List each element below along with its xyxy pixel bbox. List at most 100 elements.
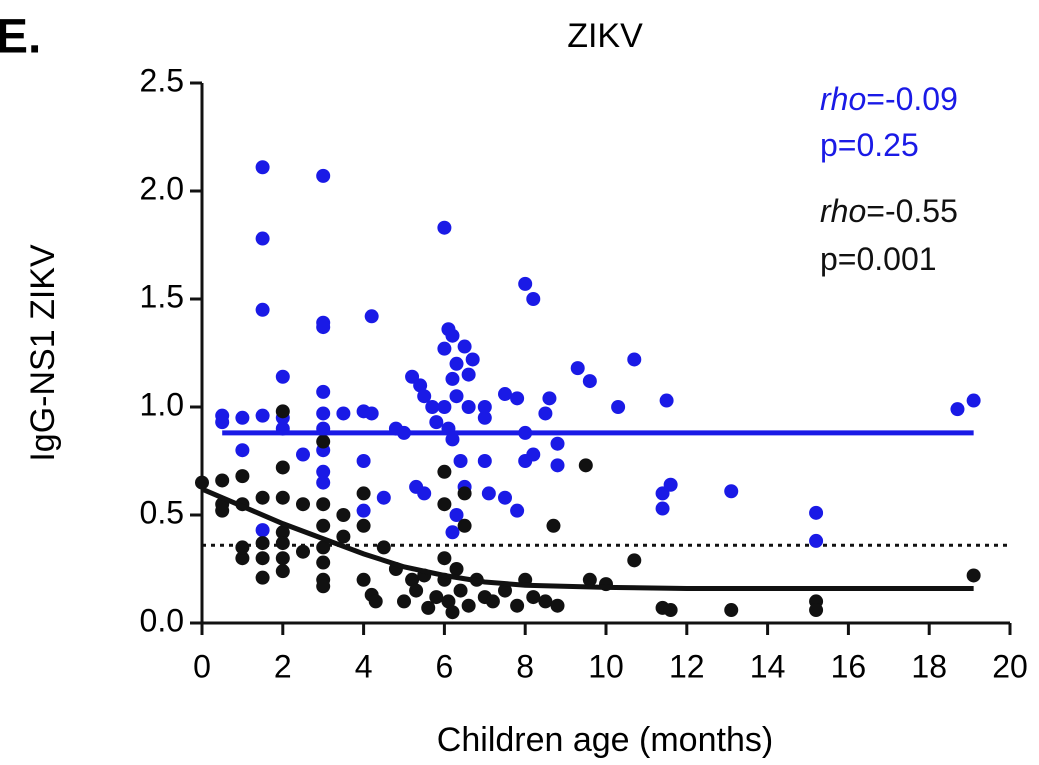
point xyxy=(275,460,290,475)
x-tick-label: 8 xyxy=(516,648,534,684)
point xyxy=(316,475,331,490)
point xyxy=(481,486,496,501)
point xyxy=(275,404,290,419)
point xyxy=(397,594,411,609)
point xyxy=(255,551,270,566)
annotation-text: =-0.09 xyxy=(866,81,958,117)
point xyxy=(437,464,452,479)
point xyxy=(550,436,565,451)
point xyxy=(235,551,250,566)
point xyxy=(425,400,440,414)
point xyxy=(582,572,597,587)
point xyxy=(950,402,965,417)
annotation-italic: rho xyxy=(820,193,866,229)
y-tick-label: 1.5 xyxy=(140,278,184,314)
point xyxy=(510,503,525,518)
point xyxy=(966,568,981,583)
point xyxy=(255,302,270,317)
point xyxy=(417,389,432,404)
point xyxy=(235,410,250,425)
point xyxy=(465,352,480,367)
point xyxy=(356,486,371,501)
point xyxy=(477,454,492,468)
point xyxy=(316,406,331,421)
point xyxy=(550,458,565,473)
annotation-text: =-0.55 xyxy=(866,193,958,229)
point xyxy=(316,555,331,570)
y-axis-label: IgG-NS1 ZIKV xyxy=(24,244,62,462)
point xyxy=(538,406,553,421)
point xyxy=(429,415,444,430)
point xyxy=(316,384,331,399)
point xyxy=(538,594,553,609)
point xyxy=(255,160,270,175)
point xyxy=(966,393,981,408)
point xyxy=(195,475,209,490)
point xyxy=(578,458,593,473)
x-tick-label: 12 xyxy=(669,648,705,684)
point xyxy=(316,579,331,594)
point xyxy=(724,484,739,499)
annotation-italic: rho xyxy=(820,81,866,117)
point xyxy=(255,408,270,423)
point xyxy=(275,536,290,551)
point xyxy=(498,387,512,402)
point xyxy=(477,410,492,425)
point xyxy=(235,540,250,555)
point xyxy=(316,464,331,479)
point xyxy=(255,570,270,585)
point xyxy=(417,486,432,501)
point xyxy=(336,529,351,544)
point xyxy=(296,497,310,512)
annotation: p=0.001 xyxy=(820,241,937,277)
point xyxy=(275,564,290,579)
point xyxy=(255,536,270,551)
point xyxy=(356,518,371,533)
point xyxy=(445,525,460,540)
point xyxy=(510,598,525,613)
point xyxy=(316,434,331,449)
point xyxy=(364,406,379,421)
point xyxy=(255,523,270,538)
point xyxy=(526,292,541,306)
x-tick-label: 14 xyxy=(750,648,786,684)
point xyxy=(215,473,230,488)
y-tick-label: 0.5 xyxy=(140,494,184,530)
point xyxy=(498,583,512,598)
point xyxy=(457,486,472,501)
point xyxy=(275,369,290,384)
point xyxy=(449,356,464,371)
point xyxy=(453,454,468,468)
point xyxy=(356,454,371,468)
point xyxy=(275,490,290,505)
point xyxy=(376,540,391,555)
x-tick-label: 6 xyxy=(436,648,454,684)
point xyxy=(461,367,476,382)
annotation: rho=-0.55 xyxy=(820,193,958,229)
point xyxy=(627,352,642,367)
point xyxy=(445,432,460,447)
x-tick-label: 20 xyxy=(992,648,1028,684)
point xyxy=(275,525,290,540)
point xyxy=(413,378,428,393)
panel-label: E. xyxy=(0,11,41,64)
point xyxy=(296,544,310,559)
point xyxy=(356,503,371,518)
point xyxy=(275,551,290,566)
point xyxy=(809,603,824,618)
point xyxy=(526,590,541,605)
point xyxy=(485,594,500,609)
point xyxy=(477,400,492,414)
point xyxy=(316,518,331,533)
annotation-text: p=0.25 xyxy=(820,127,919,163)
point xyxy=(809,533,824,548)
point xyxy=(235,469,250,484)
point xyxy=(356,572,371,587)
point xyxy=(437,220,452,235)
point xyxy=(316,540,331,555)
point xyxy=(659,393,674,408)
point xyxy=(255,490,270,505)
point xyxy=(518,276,533,291)
point xyxy=(316,320,331,335)
point xyxy=(437,400,452,414)
